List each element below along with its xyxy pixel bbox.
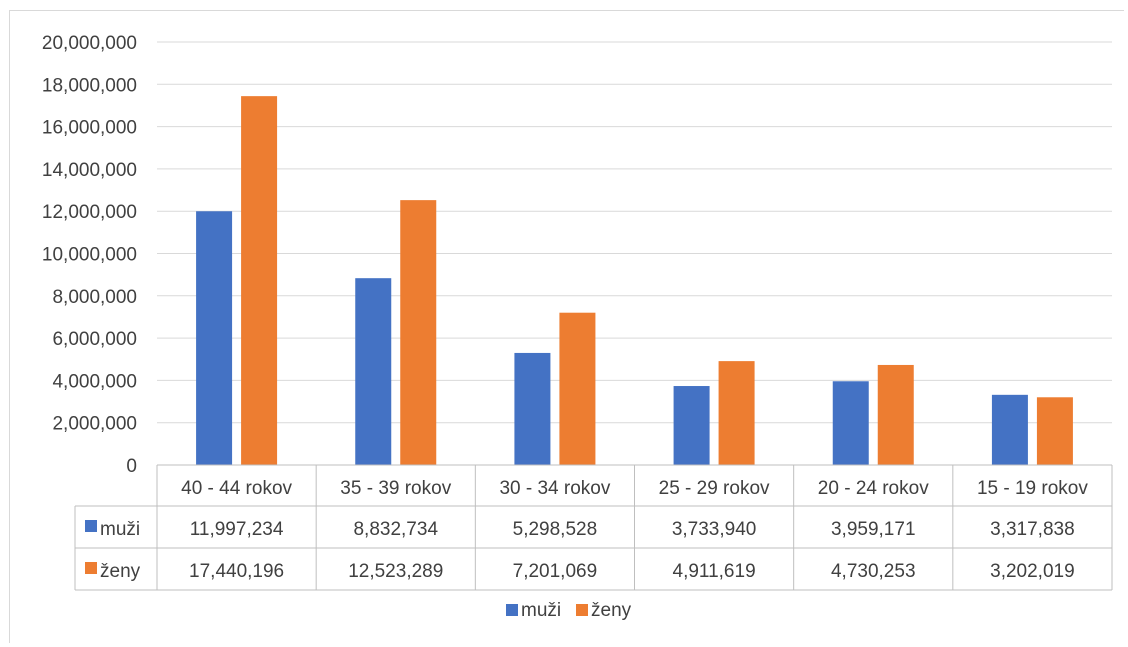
bar-muzi	[673, 386, 710, 465]
data-label: 17,440,196	[189, 561, 284, 582]
table-legend-key	[85, 520, 97, 532]
data-label: 3,733,940	[672, 519, 757, 540]
y-tick-label: 14,000,000	[42, 160, 137, 181]
bar-muzi	[514, 352, 551, 465]
legend-label: muži	[521, 600, 561, 621]
data-label: 12,523,289	[348, 561, 443, 582]
bar-muzi	[196, 211, 233, 465]
data-label: 8,832,734	[353, 519, 438, 540]
legend-swatch	[576, 604, 588, 616]
y-tick-label: 20,000,000	[42, 33, 137, 54]
data-label: 3,202,019	[990, 561, 1075, 582]
bar-muzi	[355, 278, 392, 465]
y-tick-label: 6,000,000	[52, 329, 137, 350]
bar-zeny	[877, 364, 914, 465]
y-tick-label: 18,000,000	[42, 75, 137, 96]
gridlines	[157, 41, 1112, 424]
chart-frame	[9, 10, 1124, 643]
x-category-label: 30 - 34 rokov	[499, 478, 610, 499]
table-series-name: ženy	[100, 561, 141, 582]
y-tick-label: 10,000,000	[42, 245, 137, 266]
y-tick-label: 16,000,000	[42, 118, 137, 139]
bar-zeny	[559, 312, 596, 465]
x-category-label: 15 - 19 rokov	[977, 478, 1088, 499]
bar-muzi	[991, 394, 1028, 465]
bar-zeny	[400, 200, 437, 465]
y-tick-label: 4,000,000	[52, 371, 137, 392]
bar-zeny	[241, 96, 278, 465]
x-category-label: 40 - 44 rokov	[181, 478, 292, 499]
table-series-name: muži	[100, 519, 140, 540]
y-tick-label: 12,000,000	[42, 202, 137, 223]
x-category-label: 20 - 24 rokov	[818, 478, 929, 499]
table-legend-key	[85, 562, 97, 574]
data-label: 3,317,838	[990, 519, 1075, 540]
x-category-label: 35 - 39 rokov	[340, 478, 451, 499]
bars	[196, 96, 1073, 465]
legend-label: ženy	[591, 600, 632, 621]
data-label: 11,997,234	[190, 519, 284, 540]
legend-swatch	[506, 604, 518, 616]
bar-muzi	[832, 381, 869, 465]
bar-zeny	[1036, 397, 1073, 465]
legend: muži ženy	[506, 600, 632, 621]
bar-zeny	[718, 361, 755, 465]
y-tick-label: 0	[126, 456, 137, 477]
data-label: 7,201,069	[513, 561, 598, 582]
y-axis: 0 2,000,000 4,000,000 6,000,000 8,000,000 10,…	[42, 33, 137, 477]
data-label: 3,959,171	[831, 519, 916, 540]
data-table: 40 - 44 rokov 35 - 39 rokov 30 - 34 rokov 2…	[74, 464, 1113, 591]
y-tick-label: 8,000,000	[52, 287, 137, 308]
data-label: 4,911,619	[673, 561, 756, 582]
data-label: 4,730,253	[831, 561, 916, 582]
data-label: 5,298,528	[513, 519, 598, 540]
x-category-label: 25 - 29 rokov	[659, 478, 770, 499]
y-tick-label: 2,000,000	[52, 414, 137, 435]
